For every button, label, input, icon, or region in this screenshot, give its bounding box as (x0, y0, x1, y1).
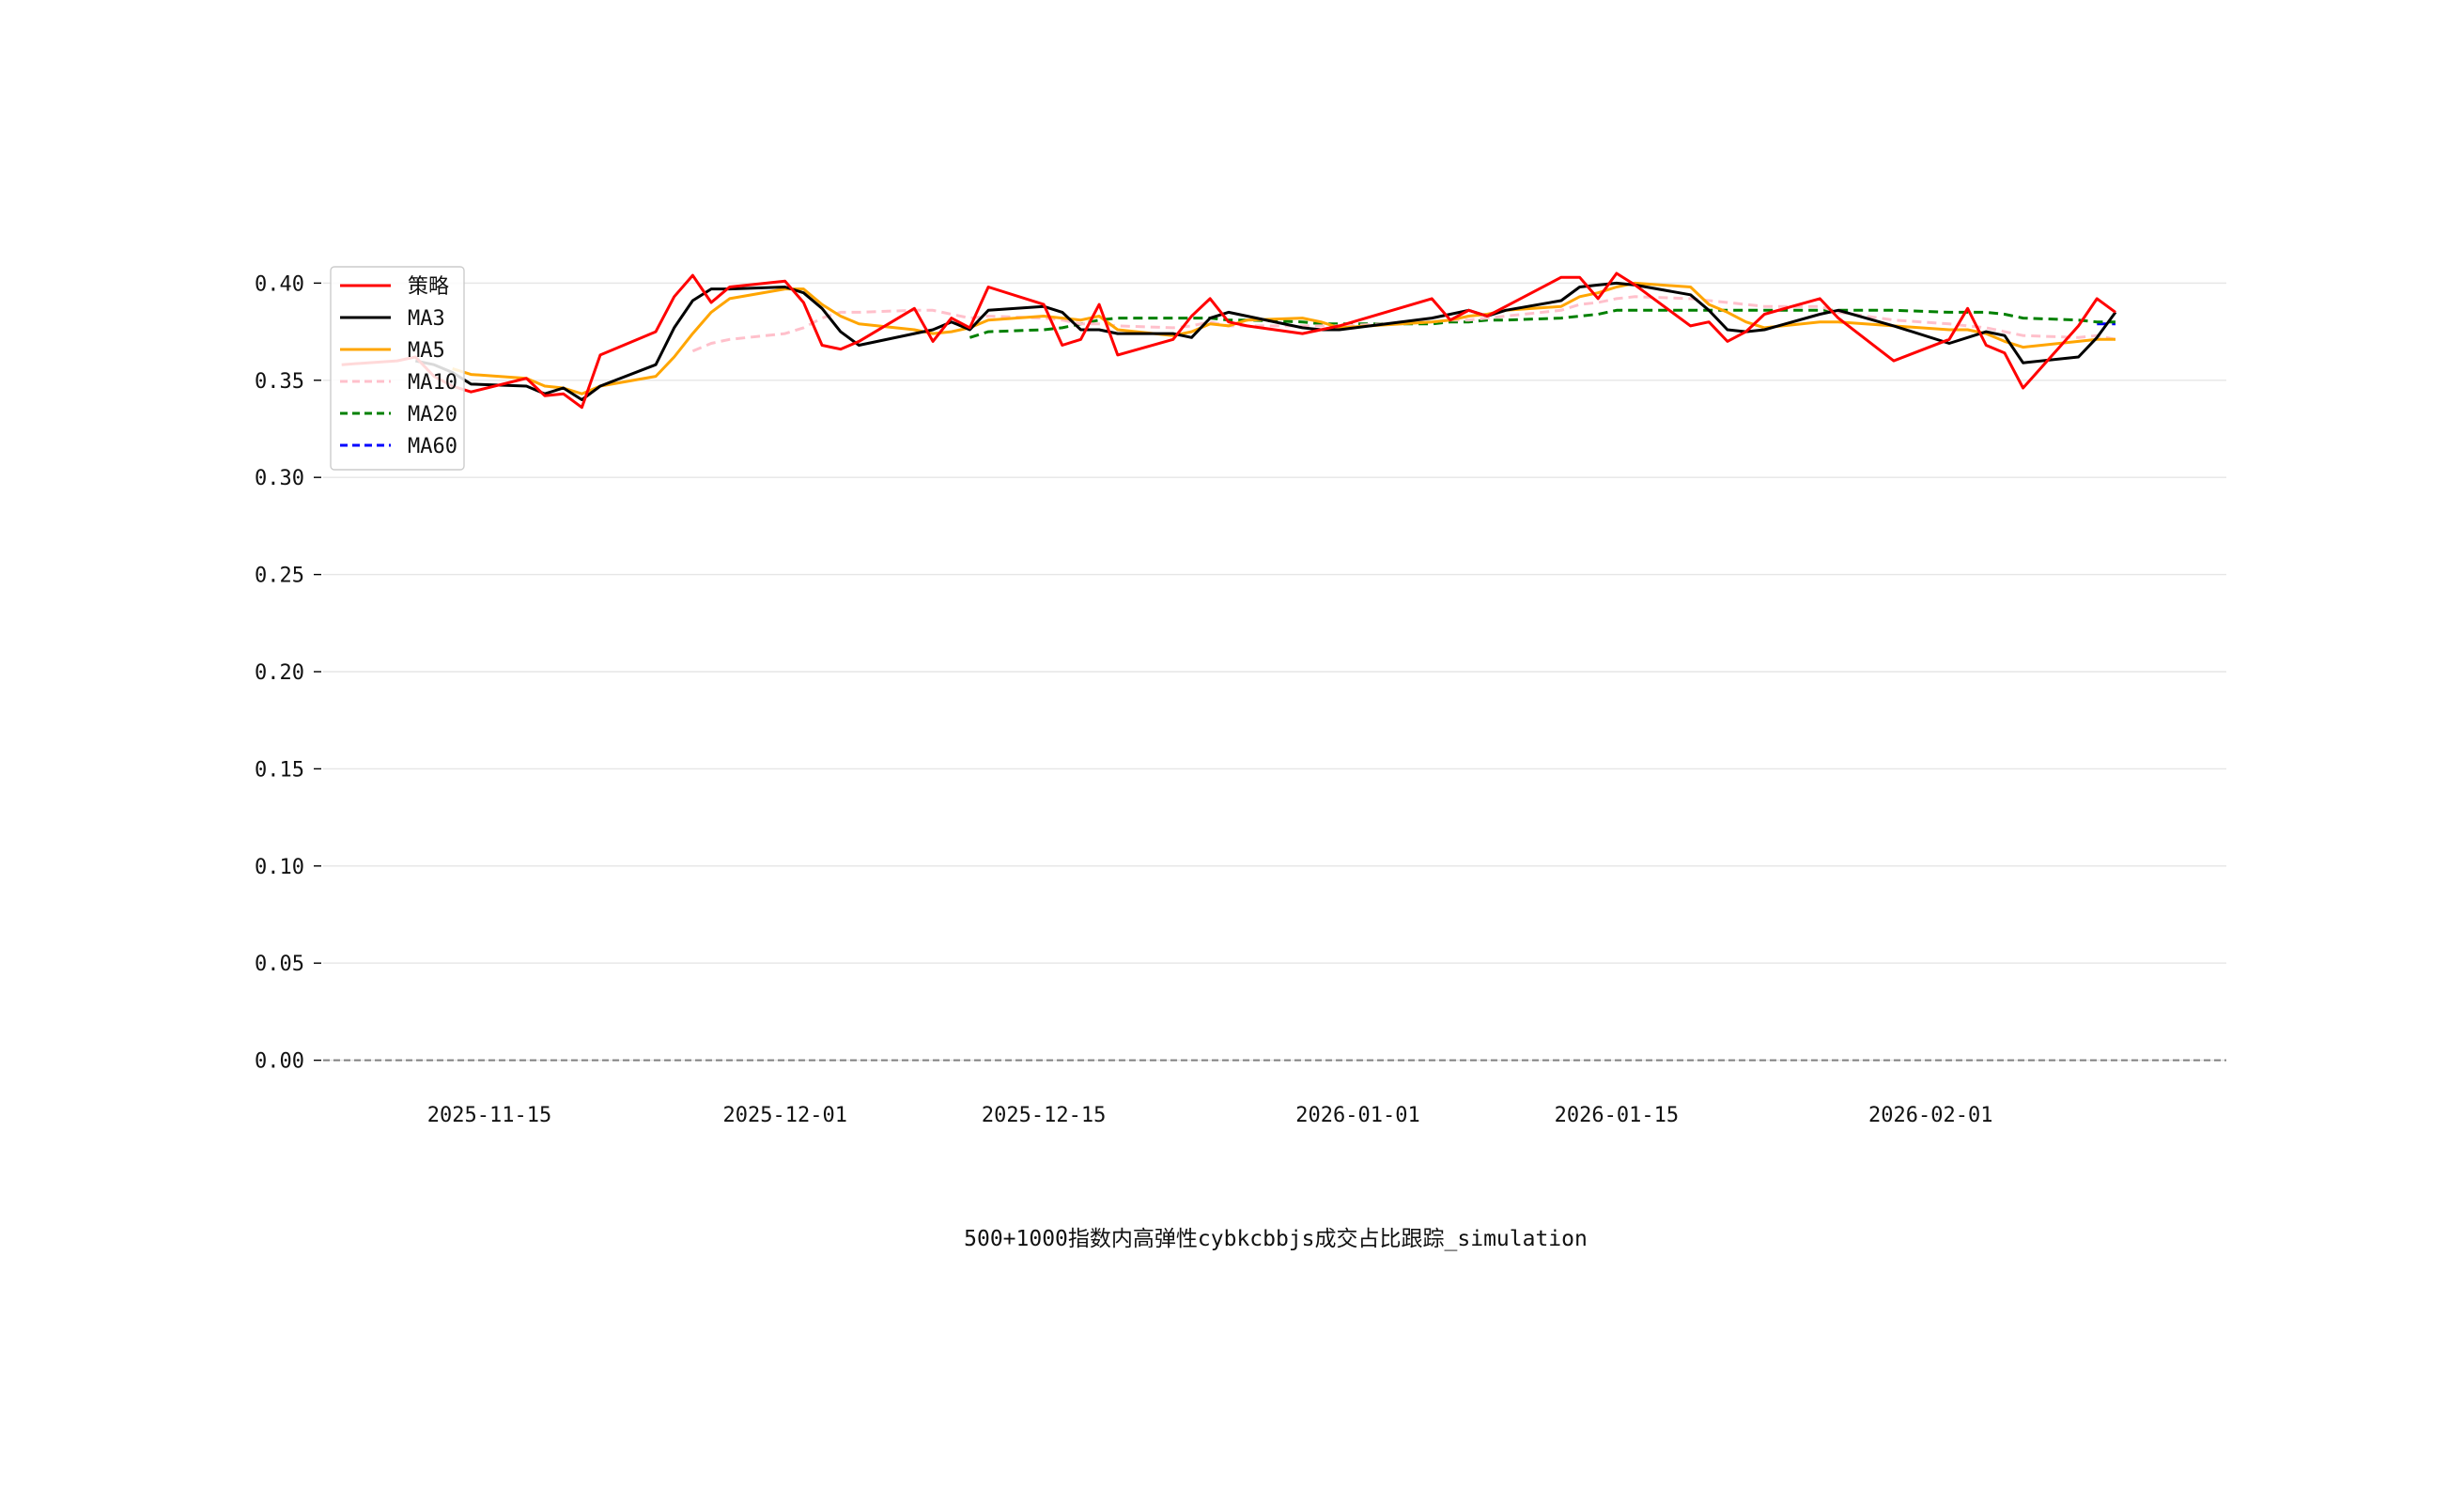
x-tick: 2026-02-01 (1868, 1104, 1992, 1127)
legend-entry: MA60 (340, 435, 457, 458)
legend-label: MA3 (408, 307, 445, 331)
y-tick-label: 0.40 (255, 272, 304, 296)
x-tick: 2025-11-15 (427, 1104, 551, 1127)
x-tick-label: 2026-02-01 (1868, 1104, 1992, 1127)
y-tick-label: 0.05 (255, 953, 304, 976)
y-tick-label: 0.20 (255, 661, 304, 685)
x-tick-label: 2026-01-01 (1295, 1104, 1419, 1127)
y-tick: 0.25 (255, 565, 321, 588)
series-line (341, 271, 2116, 410)
x-tick-label: 2026-01-15 (1555, 1104, 1679, 1127)
legend-label: MA20 (408, 403, 457, 426)
legend-label: MA5 (408, 339, 445, 363)
y-tick: 0.35 (255, 370, 321, 394)
y-tick: 0.05 (255, 953, 321, 976)
y-tick: 0.00 (255, 1050, 321, 1074)
y-tick-label: 0.10 (255, 856, 304, 879)
x-axis: 2025-11-15 2025-12-01 2025-12-15 2026-01-01… (427, 1104, 1993, 1127)
y-tick-label: 0.25 (255, 565, 304, 588)
y-tick-label: 0.30 (255, 467, 304, 490)
y-axis: 0.00 0.05 0.10 0.15 0.20 0.25 0.30 0.35 0.40 (255, 272, 321, 1074)
legend-entry: MA3 (340, 307, 445, 331)
y-tick: 0.30 (255, 467, 321, 490)
x-tick: 2026-01-01 (1295, 1104, 1419, 1127)
legend-label: 策略 (408, 275, 449, 299)
x-tick: 2025-12-15 (982, 1104, 1106, 1127)
series-line (452, 281, 2115, 395)
y-tick: 0.15 (255, 758, 321, 782)
series-lines (341, 271, 2117, 410)
series-line (969, 308, 2115, 339)
legend-entry: MA5 (340, 339, 445, 363)
x-tick-label: 2025-12-15 (982, 1104, 1106, 1127)
legend-entry: 策略 (340, 275, 449, 299)
x-tick: 2025-12-01 (723, 1104, 847, 1127)
x-tick: 2026-01-15 (1555, 1104, 1679, 1127)
legend-label: MA10 (408, 371, 457, 395)
y-tick-label: 0.35 (255, 370, 304, 394)
x-tick-label: 2025-11-15 (427, 1104, 551, 1127)
y-tick-label: 0.15 (255, 758, 304, 782)
x-axis-caption: 500+1000指数内高弹性cybkcbbjs成交占比跟踪_simulation (964, 1227, 1588, 1251)
y-tick-label: 0.00 (255, 1050, 304, 1074)
legend-entry: MA10 (340, 371, 457, 395)
legend: 策略 MA3 MA5 MA10 MA20 MA60 (330, 266, 465, 471)
y-tick: 0.20 (255, 661, 321, 685)
y-tick: 0.40 (255, 272, 321, 296)
y-tick: 0.10 (255, 856, 321, 879)
series-line (414, 281, 2117, 401)
legend-entry: MA20 (340, 403, 457, 426)
x-tick-label: 2025-12-01 (723, 1104, 847, 1127)
grid (323, 282, 2226, 1062)
legend-label: MA60 (408, 435, 457, 458)
